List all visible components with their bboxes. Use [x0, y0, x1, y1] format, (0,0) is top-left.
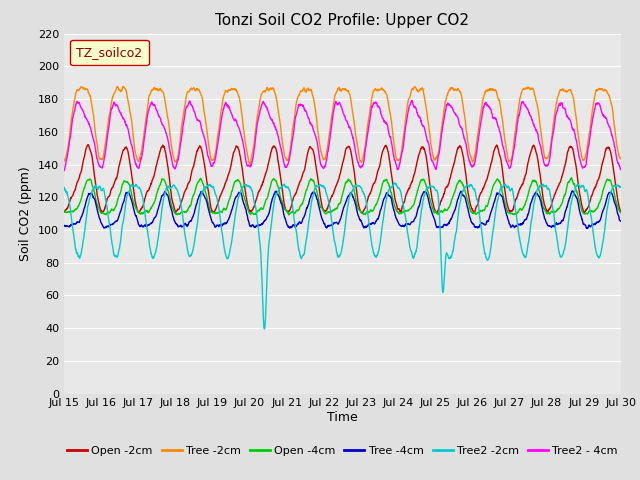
Tree -2cm: [359, 155, 367, 160]
Tree -4cm: [60, 222, 68, 228]
Open -2cm: [505, 206, 513, 212]
Tree -2cm: [119, 84, 127, 89]
Open -2cm: [84, 142, 92, 147]
Tree2 -2cm: [568, 197, 576, 203]
Open -2cm: [433, 210, 441, 216]
Tree -2cm: [617, 156, 625, 162]
X-axis label: Time: Time: [327, 411, 358, 424]
Open -2cm: [568, 144, 576, 150]
Tree2 - 4cm: [617, 167, 625, 172]
Title: Tonzi Soil CO2 Profile: Upper CO2: Tonzi Soil CO2 Profile: Upper CO2: [216, 13, 469, 28]
Tree2 -2cm: [391, 180, 399, 186]
Open -4cm: [504, 210, 512, 216]
Open -4cm: [285, 212, 292, 218]
Tree2 - 4cm: [216, 131, 223, 137]
Tree2 - 4cm: [584, 152, 591, 157]
Tree -4cm: [216, 222, 223, 228]
Legend: Open -2cm, Tree -2cm, Open -4cm, Tree -4cm, Tree2 -2cm, Tree2 - 4cm: Open -2cm, Tree -2cm, Open -4cm, Tree -4…: [62, 441, 622, 460]
Tree -4cm: [584, 225, 591, 231]
Tree2 - 4cm: [504, 163, 512, 168]
Open -4cm: [216, 210, 223, 216]
Tree2 -2cm: [60, 184, 68, 190]
Line: Tree2 -2cm: Tree2 -2cm: [64, 183, 621, 329]
Tree2 - 4cm: [371, 100, 378, 106]
Line: Tree -4cm: Tree -4cm: [64, 191, 621, 228]
Open -4cm: [568, 177, 576, 183]
Tree2 -2cm: [359, 189, 367, 194]
Tree2 -2cm: [216, 208, 223, 214]
Tree -2cm: [60, 157, 68, 163]
Open -4cm: [359, 211, 367, 216]
Tree -2cm: [568, 91, 576, 97]
Tree -4cm: [358, 222, 366, 228]
Tree -4cm: [568, 190, 575, 195]
Open -2cm: [60, 209, 68, 215]
Open -2cm: [617, 208, 625, 214]
Tree2 - 4cm: [568, 124, 575, 130]
Open -2cm: [359, 210, 367, 216]
Line: Open -2cm: Open -2cm: [64, 144, 621, 213]
Open -4cm: [60, 207, 68, 213]
Open -4cm: [617, 210, 625, 216]
Tree2 -2cm: [260, 326, 268, 332]
Tree -4cm: [568, 188, 576, 194]
Tree -4cm: [371, 221, 378, 227]
Tree -2cm: [584, 141, 591, 147]
Tree -2cm: [246, 162, 254, 168]
Open -2cm: [371, 180, 379, 185]
Tree -2cm: [505, 158, 513, 164]
Tree -4cm: [584, 226, 591, 231]
Open -4cm: [584, 211, 591, 217]
Tree2 -2cm: [617, 184, 625, 190]
Line: Open -4cm: Open -4cm: [64, 178, 621, 215]
Tree2 - 4cm: [60, 168, 68, 174]
Open -2cm: [584, 205, 591, 211]
Tree2 -2cm: [584, 191, 591, 197]
Open -4cm: [568, 175, 575, 180]
Tree -4cm: [617, 218, 625, 224]
Tree2 - 4cm: [358, 163, 366, 168]
Tree -2cm: [216, 120, 223, 126]
Line: Tree2 - 4cm: Tree2 - 4cm: [64, 100, 621, 171]
Tree -2cm: [371, 86, 379, 92]
Tree2 - 4cm: [408, 97, 416, 103]
Tree2 -2cm: [505, 183, 513, 189]
Tree2 -2cm: [371, 253, 379, 259]
Tree -4cm: [504, 217, 512, 223]
Y-axis label: Soil CO2 (ppm): Soil CO2 (ppm): [19, 166, 33, 261]
Open -2cm: [216, 195, 223, 201]
Open -4cm: [371, 204, 379, 210]
Line: Tree -2cm: Tree -2cm: [64, 86, 621, 165]
